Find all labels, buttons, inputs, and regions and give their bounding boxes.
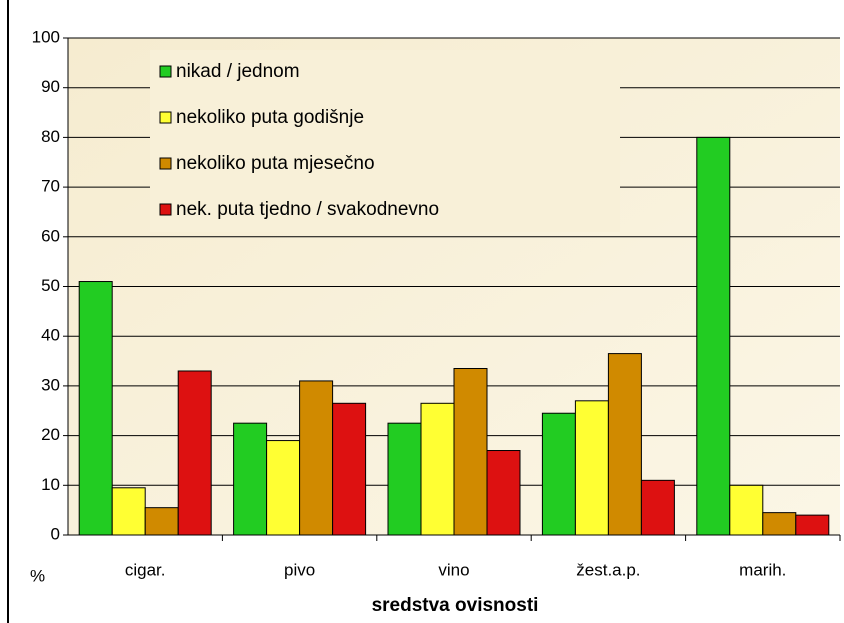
bar xyxy=(696,136,731,536)
bar xyxy=(607,353,642,536)
y-tick-label: 40 xyxy=(41,326,60,345)
y-tick-label: 20 xyxy=(41,425,60,444)
y-tick-label: 50 xyxy=(41,276,60,295)
x-tick-label: vino xyxy=(438,560,469,579)
bar xyxy=(762,512,797,536)
y-tick-label: 90 xyxy=(41,77,60,96)
bar xyxy=(111,487,146,536)
y-axis-label: % xyxy=(30,566,45,585)
y-tick-label: 100 xyxy=(32,27,60,46)
legend-label: nekoliko puta godišnje xyxy=(176,107,364,128)
legend-swatch xyxy=(159,203,172,216)
bar xyxy=(78,281,113,536)
bar xyxy=(453,368,488,536)
bar xyxy=(795,514,830,536)
bar xyxy=(387,422,422,536)
legend-box xyxy=(150,50,620,232)
bar xyxy=(729,484,764,536)
legend-swatch xyxy=(159,157,172,170)
x-tick-label: cigar. xyxy=(125,560,166,579)
x-tick-label: marih. xyxy=(739,560,786,579)
legend-swatch xyxy=(159,65,172,78)
bar xyxy=(420,402,455,536)
y-tick-label: 0 xyxy=(51,524,60,543)
bar xyxy=(266,440,301,536)
bar xyxy=(177,370,212,536)
x-axis-title: sredstva ovisnosti xyxy=(372,595,539,616)
y-tick-label: 80 xyxy=(41,127,60,146)
bar xyxy=(299,380,334,536)
bar xyxy=(332,402,367,536)
legend-label: nikad / jednom xyxy=(176,61,300,82)
y-tick-label: 60 xyxy=(41,226,60,245)
x-tick-label: pivo xyxy=(284,560,315,579)
legend-swatch xyxy=(159,111,172,124)
legend-label: nekoliko puta mjesečno xyxy=(176,153,375,174)
y-tick-label: 70 xyxy=(41,177,60,196)
bar xyxy=(640,479,675,536)
bar xyxy=(144,507,179,536)
legend-label: nek. puta tjedno / svakodnevno xyxy=(176,199,439,220)
bar xyxy=(486,450,521,536)
y-tick-label: 30 xyxy=(41,375,60,394)
bar xyxy=(574,400,609,536)
bar xyxy=(233,422,268,536)
bar xyxy=(541,412,576,536)
x-tick-label: žest.a.p. xyxy=(576,560,640,579)
y-tick-label: 10 xyxy=(41,475,60,494)
